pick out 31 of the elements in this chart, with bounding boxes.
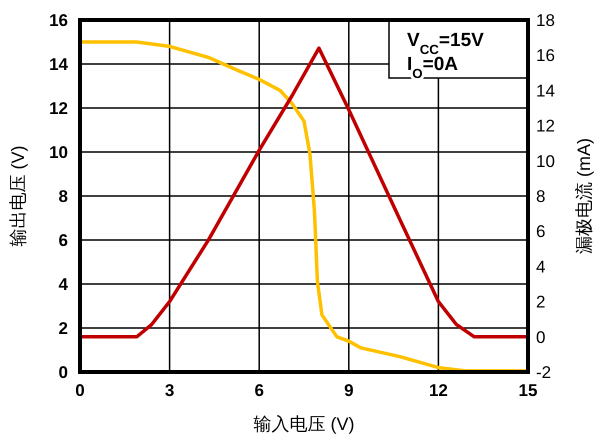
y2-tick-label: 12 [536, 116, 555, 136]
y-tick-label: 0 [58, 363, 68, 382]
y2-tick-label: 2 [536, 292, 546, 312]
y-tick-label: 10 [49, 143, 68, 162]
y-tick-label: 14 [49, 55, 69, 74]
y2-tick-label: 18 [536, 11, 555, 30]
y2-tick-label: 0 [536, 328, 546, 347]
y2-tick-label: 14 [536, 81, 555, 100]
x-tick-label: 3 [164, 381, 174, 400]
y-tick-label: 4 [58, 275, 69, 294]
y-tick-label: 8 [58, 187, 68, 206]
x-axis-title: 输入电压 (V) [254, 414, 354, 434]
annotation: V$_{CC}$=15V [407, 30, 484, 56]
y2-axis-title: 漏极电流 (mA) [574, 138, 594, 254]
y-tick-label: 16 [49, 11, 68, 30]
y2-tick-label: 10 [536, 152, 555, 171]
y2-tick-label: 6 [536, 222, 546, 242]
y2-tick-label: 8 [536, 187, 546, 206]
x-tick-label: 12 [428, 381, 448, 400]
y-tick-label: 12 [49, 99, 68, 118]
x-tick-label: 6 [254, 381, 264, 400]
y2-tick-label: 4 [536, 257, 546, 276]
x-tick-label: 15 [518, 381, 538, 400]
y2-tick-label: -2 [536, 363, 552, 382]
x-tick-label: 9 [344, 381, 354, 400]
y-tick-label: 2 [58, 319, 68, 338]
y-tick-label: 6 [58, 231, 68, 250]
y-axis-title: 输出电压 (V) [8, 146, 28, 246]
y2-tick-label: 16 [536, 46, 555, 66]
annotation: I$_{O}$=0A [407, 54, 458, 80]
x-tick-label: 0 [75, 381, 85, 400]
